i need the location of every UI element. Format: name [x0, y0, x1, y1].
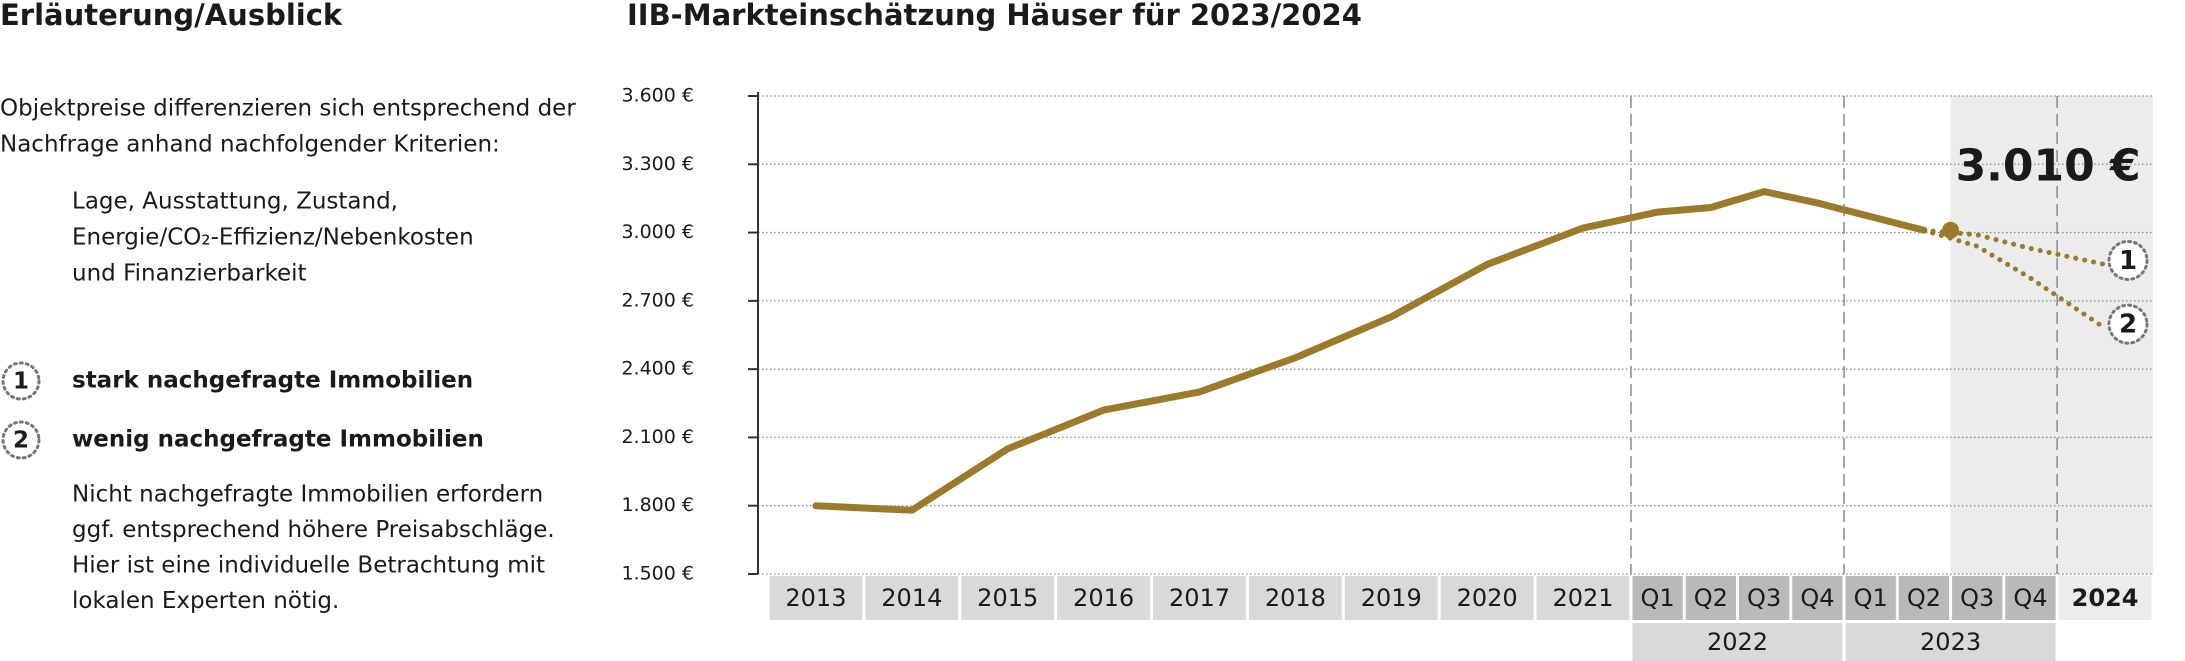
category-box [1153, 576, 1246, 620]
category-box [865, 576, 959, 620]
x-tick-label: Q4 [1800, 584, 1834, 612]
value-label: 3.010 € [1956, 140, 2141, 191]
end-marker [2107, 239, 2149, 281]
category-box [1440, 576, 1534, 620]
x-tick-label: 2016 [1073, 584, 1134, 612]
x-tick-label: 2014 [881, 584, 942, 612]
category-box [1685, 576, 1736, 620]
category-box [1739, 576, 1790, 620]
category-box [1632, 576, 1683, 620]
y-tick-label: 1.500 € [621, 563, 694, 585]
legend-marker-label: 2 [13, 428, 29, 454]
category-box [2005, 576, 2056, 620]
x-tick-label: 2024 [2072, 584, 2139, 612]
x-tick-label: 2019 [1361, 584, 1422, 612]
category-box [1344, 576, 1438, 620]
note-line: Nicht nachgefragte Immobilien erfordern [72, 482, 543, 508]
x-tick-label: 2018 [1265, 584, 1326, 612]
end-marker [2107, 303, 2149, 345]
y-tick-label: 1.800 € [621, 494, 694, 516]
x-tick-label: Q3 [1960, 584, 1994, 612]
legend-label: stark nachgefragte Immobilien [72, 368, 473, 394]
legend-label: wenig nachgefragte Immobilien [72, 427, 484, 453]
note-line: lokalen Experten nötig. [72, 588, 339, 614]
category-box [1952, 576, 2003, 620]
category-box [961, 576, 1055, 620]
category-box [769, 576, 863, 620]
x-tick-label: 2015 [977, 584, 1038, 612]
legend-marker [1, 420, 41, 460]
criteria-line: und Finanzierbarkeit [72, 261, 307, 287]
x-tick-label: Q4 [2013, 584, 2047, 612]
x-tick-label: Q3 [1747, 584, 1781, 612]
end-marker-label: 1 [2119, 246, 2137, 276]
panel-title: Erläuterung/Ausblick [0, 0, 343, 32]
panel: Objektpreise differenzieren sich entspre… [0, 96, 576, 615]
x-tick-label: Q2 [1907, 584, 1941, 612]
intro-line: Objektpreise differenzieren sich entspre… [0, 96, 576, 122]
y-tick-label: 3.300 € [621, 153, 694, 175]
category-box [1845, 576, 1896, 620]
y-tick-label: 2.100 € [621, 426, 694, 448]
category-box [1792, 576, 1843, 620]
y-tick-label: 2.400 € [621, 358, 694, 380]
group-box [1632, 623, 1843, 661]
group-box [1845, 623, 2056, 661]
legend-marker [1, 361, 41, 401]
group-label: 2023 [1920, 628, 1981, 656]
y-tick-label: 3.600 € [621, 85, 694, 107]
criteria-line: Energie/CO₂-Effizienz/Nebenkosten [72, 225, 474, 251]
x-tick-label: Q1 [1854, 584, 1888, 612]
price-line [812, 188, 1928, 514]
x-tick-label: Q1 [1641, 584, 1675, 612]
x-tick-label: 2013 [785, 584, 846, 612]
intro-line: Nachfrage anhand nachfolgender Kriterien… [0, 132, 500, 158]
criteria-line: Lage, Ausstattung, Zustand, [72, 189, 398, 215]
x-tick-label: 2017 [1169, 584, 1230, 612]
category-box [1536, 576, 1630, 620]
category-box [2058, 576, 2152, 620]
y-tick-label: 3.000 € [621, 221, 694, 243]
category-box [1248, 576, 1342, 620]
x-tick-label: 2021 [1552, 584, 1613, 612]
end-marker-label: 2 [2119, 310, 2137, 340]
plot: 1.500 € 1.800 € 2.100 € 2.400 € 2.700 € 3.000… [621, 85, 2153, 661]
x-tick-label: Q2 [1694, 584, 1728, 612]
category-box [1898, 576, 1950, 620]
group-label: 2022 [1707, 628, 1768, 656]
note-line: ggf. entsprechend höhere Preisabschläge. [72, 517, 555, 543]
category-box [1057, 576, 1151, 620]
chart-title: IIB-Markteinschätzung Häuser für 2023/20… [627, 0, 1362, 32]
x-tick-label: 2020 [1457, 584, 1518, 612]
value-dot [1942, 221, 1960, 239]
note-line: Hier ist eine individuelle Betrachtung m… [72, 553, 545, 579]
legend-marker-label: 1 [13, 369, 29, 395]
y-tick-label: 2.700 € [621, 289, 694, 311]
